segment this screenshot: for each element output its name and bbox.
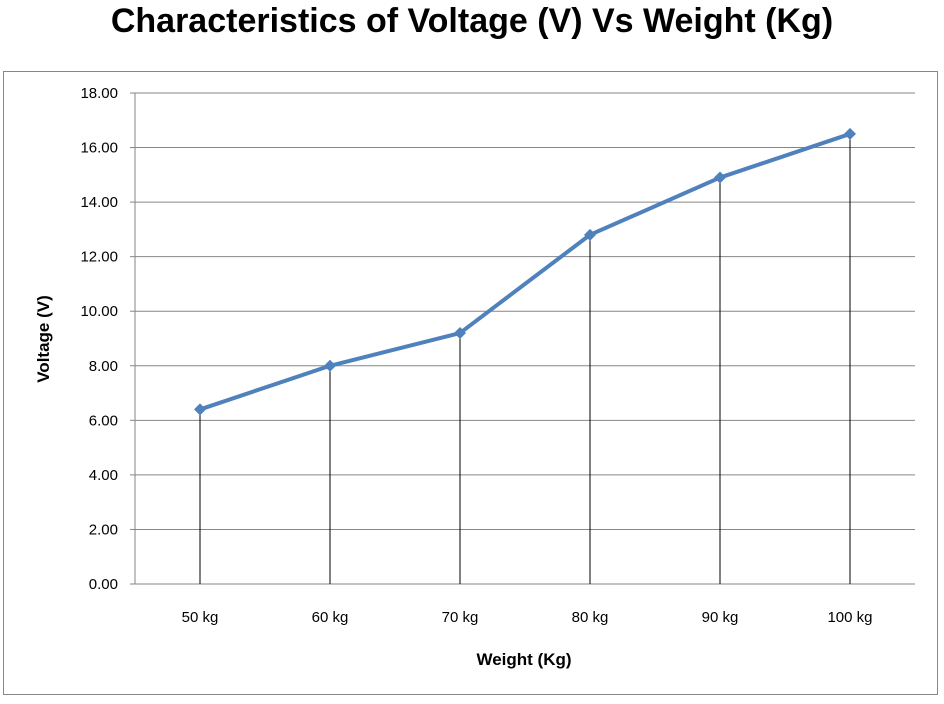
chart-title: Characteristics of Voltage (V) Vs Weight… [110, 2, 834, 40]
chart-frame [3, 71, 938, 695]
x-tick-label: 80 kg [572, 609, 609, 626]
series-line [199, 132, 851, 412]
y-tick-label: 18.00 [80, 85, 118, 102]
y-tick-label: 16.00 [80, 140, 118, 157]
data-point-marker [324, 359, 336, 372]
x-tick-label: 60 kg [312, 609, 349, 626]
y-tick-label: 0.00 [89, 576, 118, 593]
data-point-marker [844, 127, 856, 140]
x-tick-label: 70 kg [442, 609, 479, 626]
y-tick-label: 10.00 [80, 303, 118, 320]
y-tick-label: 8.00 [89, 358, 118, 375]
data-point-marker [454, 327, 466, 340]
x-tick-label: 100 kg [827, 609, 872, 626]
x-tick-label: 50 kg [182, 609, 219, 626]
data-point-marker [194, 403, 206, 416]
data-point-marker [584, 228, 596, 241]
y-tick-label: 6.00 [89, 412, 118, 429]
y-tick-label: 12.00 [80, 249, 118, 266]
y-tick-label: 4.00 [89, 467, 118, 484]
x-tick-label: 90 kg [702, 609, 739, 626]
x-axis-title: Weight (Kg) [476, 650, 571, 669]
y-tick-label: 2.00 [89, 521, 118, 538]
y-axis-title: Voltage (V) [34, 295, 53, 383]
y-tick-label: 14.00 [80, 194, 118, 211]
data-point-marker [714, 171, 726, 184]
